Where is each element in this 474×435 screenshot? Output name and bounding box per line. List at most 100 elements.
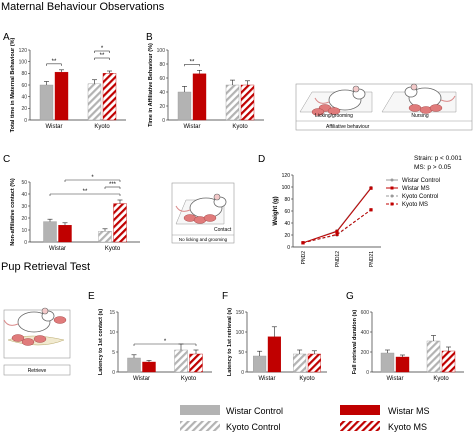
y-tick-label: 100 bbox=[19, 59, 28, 65]
y-tick-label: 100 bbox=[236, 330, 245, 336]
legend-label: Kyoto MS bbox=[402, 202, 428, 208]
x-tick-label: PND12 bbox=[335, 251, 341, 267]
y-tick-label: 0 bbox=[241, 370, 244, 376]
y-tick-label: 80 bbox=[21, 71, 27, 77]
series-line bbox=[302, 209, 372, 244]
data-point bbox=[369, 208, 373, 212]
legend-marker bbox=[390, 194, 394, 198]
bar bbox=[240, 84, 255, 121]
x-tick-label: Kyoto bbox=[232, 124, 248, 130]
significance-label: ** bbox=[190, 59, 195, 65]
bar bbox=[307, 353, 322, 373]
legend-label-kyoto-control: Kyoto Control bbox=[226, 422, 281, 432]
illustration-contact: Contact No licking and grooming bbox=[171, 182, 235, 244]
significance-label: * bbox=[164, 339, 167, 345]
y-tick-label: 10 bbox=[21, 228, 27, 234]
y-axis-label: Non-affiliative contact (%) bbox=[10, 178, 16, 246]
y-tick-label: 60 bbox=[284, 209, 290, 215]
panel-letter-g: G bbox=[346, 291, 354, 302]
y-tick-label: 0 bbox=[162, 118, 165, 124]
bar bbox=[426, 340, 441, 373]
bar bbox=[177, 91, 192, 121]
x-tick-label: Kyoto bbox=[181, 376, 197, 382]
bar bbox=[174, 349, 188, 373]
x-tick-label: Kyoto bbox=[433, 376, 449, 382]
licking-grooming-label: Licking/grooming bbox=[315, 113, 353, 119]
bar bbox=[441, 350, 456, 373]
x-tick-label: Kyoto bbox=[105, 246, 121, 252]
data-point bbox=[335, 229, 339, 233]
y-tick-label: 0 bbox=[24, 240, 27, 246]
significance-label: *** bbox=[109, 182, 117, 188]
bar bbox=[395, 356, 410, 373]
data-point bbox=[301, 241, 305, 245]
y-tick-label: 80 bbox=[159, 62, 165, 68]
x-tick-label: PND2 bbox=[301, 251, 307, 265]
significance-label: * bbox=[101, 46, 104, 52]
panel-letter-d: D bbox=[258, 154, 265, 165]
legend: Wistar Control Wistar MS Kyoto Control K… bbox=[180, 405, 430, 432]
bar bbox=[87, 83, 102, 121]
chart-d: 0 20 40 60 80 100 120 Weight (g) PND2 PND12 PND21 S… bbox=[273, 155, 462, 267]
bar bbox=[267, 336, 282, 373]
x-tick-label: Wistar bbox=[387, 376, 404, 382]
legend-swatch-wistar-control bbox=[180, 405, 220, 415]
legend-marker bbox=[390, 202, 394, 206]
y-tick-label: 150 bbox=[236, 310, 245, 316]
x-tick-label: Wistar bbox=[184, 124, 201, 130]
legend-label: Wistar MS bbox=[402, 186, 430, 192]
y-tick-label: 40 bbox=[21, 192, 27, 198]
y-tick-label: 40 bbox=[284, 221, 290, 227]
illustration-affiliative: Licking/grooming Nursing Affiliative beh… bbox=[295, 83, 473, 131]
x-tick-label: Wistar bbox=[46, 124, 63, 130]
y-tick-label: 50 bbox=[21, 180, 27, 186]
legend-marker bbox=[390, 178, 394, 182]
bar bbox=[252, 355, 267, 373]
legend-label-wistar-ms: Wistar MS bbox=[388, 406, 430, 416]
x-tick-label: Kyoto bbox=[299, 376, 315, 382]
panel-letter-e: E bbox=[88, 291, 95, 302]
x-tick-label: Wistar bbox=[259, 376, 276, 382]
x-tick-label: PND21 bbox=[369, 251, 375, 267]
illustration-retrieval: Retrieve bbox=[3, 307, 71, 376]
y-tick-label: 30 bbox=[21, 204, 27, 210]
bar bbox=[58, 224, 72, 243]
stats-label: MS: p > 0.05 bbox=[414, 164, 451, 171]
chart-e: 0 5 10 15 Latency to 1st contact (s) Wistar Ky… bbox=[98, 309, 212, 382]
y-axis-label: Latency to 1st retrieval (s) bbox=[227, 308, 233, 376]
significance-label: * bbox=[91, 175, 94, 181]
significance-label: ** bbox=[100, 53, 105, 59]
bar bbox=[113, 203, 127, 243]
bar bbox=[380, 352, 395, 373]
y-tick-label: 40 bbox=[21, 94, 27, 100]
data-point bbox=[335, 232, 339, 236]
y-tick-label: 40 bbox=[159, 90, 165, 96]
bar bbox=[98, 230, 112, 243]
y-tick-label: 20 bbox=[284, 233, 290, 239]
legend-swatch-kyoto-ms bbox=[340, 421, 380, 431]
contact-caption: No licking and grooming bbox=[179, 237, 228, 242]
y-tick-label: 400 bbox=[361, 330, 370, 336]
bar bbox=[192, 73, 207, 121]
legend-label-kyoto-ms: Kyoto MS bbox=[388, 422, 427, 432]
bar bbox=[102, 73, 117, 121]
y-tick-label: 200 bbox=[361, 350, 370, 356]
affiliative-caption: Affiliative behaviour bbox=[326, 124, 370, 130]
bar bbox=[54, 71, 69, 121]
bar bbox=[39, 84, 54, 121]
y-tick-label: 120 bbox=[282, 173, 291, 179]
legend-label-wistar-control: Wistar Control bbox=[226, 406, 283, 416]
significance-label: ** bbox=[52, 59, 57, 65]
y-axis-label: Latency to 1st contact (s) bbox=[98, 309, 104, 375]
legend-swatch-wistar-ms bbox=[340, 405, 380, 415]
x-tick-label: Wistar bbox=[133, 376, 150, 382]
legend-label: Wistar Control bbox=[402, 178, 440, 184]
panel-letter-c: C bbox=[3, 154, 10, 165]
y-axis-label: Full retrieval duration (s) bbox=[352, 310, 358, 375]
legend-swatch-kyoto-control bbox=[180, 421, 220, 431]
